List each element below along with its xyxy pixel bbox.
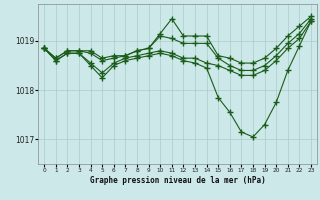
X-axis label: Graphe pression niveau de la mer (hPa): Graphe pression niveau de la mer (hPa) — [90, 176, 266, 185]
